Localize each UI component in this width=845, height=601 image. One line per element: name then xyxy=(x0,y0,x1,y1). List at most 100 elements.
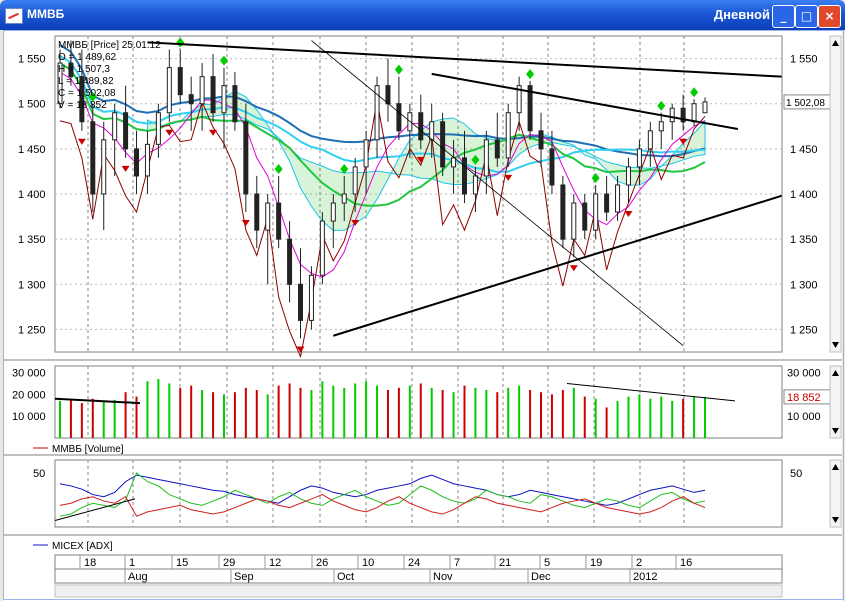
y-tick-label: 1 250 xyxy=(18,324,46,336)
candle-body xyxy=(385,85,391,105)
fractal-up-marker xyxy=(591,172,600,183)
scroll-down-icon[interactable] xyxy=(832,342,839,348)
candle-body xyxy=(221,85,227,114)
vertical-scrollbar xyxy=(829,459,842,528)
channel-trendline xyxy=(311,40,684,346)
candle-body xyxy=(429,121,435,141)
scroll-up-icon[interactable] xyxy=(832,40,839,46)
candle-body xyxy=(527,85,533,132)
x-day-label: 7 xyxy=(454,557,460,569)
fractal-up-marker xyxy=(274,163,283,174)
candle-body xyxy=(177,67,183,96)
candle-body xyxy=(494,139,500,159)
fractal-down-marker xyxy=(77,138,86,145)
last-volume-label: 18 852 xyxy=(787,392,821,404)
close-button[interactable]: × xyxy=(818,5,841,28)
scroll-down-icon[interactable] xyxy=(832,428,839,434)
fractal-down-marker xyxy=(165,129,174,136)
x-day-label: 29 xyxy=(223,557,235,569)
x-month-label: Nov xyxy=(433,571,453,583)
candle-body xyxy=(123,112,129,150)
candle-body xyxy=(166,67,172,114)
candle-body xyxy=(308,274,314,321)
x-month-label: Dec xyxy=(531,571,551,583)
volume-tick-label: 10 000 xyxy=(12,411,46,423)
candle-body xyxy=(669,107,675,123)
chart-app-icon xyxy=(5,8,23,24)
y-tick-label: 1 350 xyxy=(790,234,818,246)
x-day-label: 15 xyxy=(176,557,188,569)
x-day-label: 12 xyxy=(269,557,281,569)
adx-tick-label: 50 xyxy=(790,468,802,480)
candle-body xyxy=(155,112,161,145)
y-tick-label: 1 500 xyxy=(18,99,46,111)
fractal-up-marker xyxy=(657,100,666,111)
candle-body xyxy=(691,103,697,123)
candle-body xyxy=(461,157,467,195)
x-month-label: Oct xyxy=(337,571,354,583)
candle-body xyxy=(68,62,74,78)
scroll-up-icon[interactable] xyxy=(832,370,839,376)
fractal-down-marker xyxy=(569,265,578,272)
price-legend-line: V = 18 852 xyxy=(58,100,107,111)
vertical-scrollbar xyxy=(829,365,842,439)
x-month-label: 2012 xyxy=(633,571,657,583)
moving-average-line xyxy=(59,62,706,207)
candle-body xyxy=(134,148,140,177)
candle-body xyxy=(341,193,347,204)
resistance-trendline xyxy=(147,41,782,78)
y-tick-label: 1 350 xyxy=(18,234,46,246)
candle-body xyxy=(144,143,150,177)
volume-trendline xyxy=(54,397,141,405)
candle-body xyxy=(615,184,621,213)
scroll-up-icon[interactable] xyxy=(832,464,839,470)
candle-body xyxy=(658,121,664,132)
title-bar: ММВБ Дневной _ □ × xyxy=(0,0,845,30)
fractal-down-marker xyxy=(679,138,688,145)
volume-legend-label: ММВБ [Volume] xyxy=(52,444,124,455)
candle-body xyxy=(352,166,358,195)
fractal-up-marker xyxy=(526,69,535,80)
y-tick-label: 1 550 xyxy=(790,54,818,66)
scroll-down-icon[interactable] xyxy=(832,517,839,523)
candle-body xyxy=(232,85,238,123)
horizontal-scrollbar xyxy=(54,584,783,598)
price-legend-line: С = 1 502,08 xyxy=(58,88,116,99)
fractal-up-marker xyxy=(471,154,480,165)
candle-body xyxy=(276,202,282,240)
volume-trendline xyxy=(566,382,736,402)
price-legend-line: О = 1 489,62 xyxy=(58,52,117,63)
volume-tick-label: 30 000 xyxy=(12,368,46,380)
candle-body xyxy=(319,220,325,276)
maximize-button[interactable]: □ xyxy=(795,5,818,28)
candle-body xyxy=(210,76,216,114)
candle-body xyxy=(538,130,544,150)
window-title: ММВБ xyxy=(27,7,65,21)
candle-body xyxy=(440,121,446,168)
last-price-label: 1 502,08 xyxy=(786,98,825,109)
fractal-down-marker xyxy=(416,156,425,163)
candle-body xyxy=(636,148,642,168)
x-day-label: 5 xyxy=(544,557,550,569)
panel-adx xyxy=(54,459,783,528)
candle-body xyxy=(582,202,588,231)
descending-trendline xyxy=(431,72,738,130)
vertical-scrollbar xyxy=(829,35,842,353)
candle-body xyxy=(472,175,478,195)
candle-body xyxy=(549,148,555,186)
x-day-label: 2 xyxy=(636,557,642,569)
candle-body xyxy=(79,76,85,123)
candle-body xyxy=(516,85,522,114)
candle-body xyxy=(254,193,260,231)
candle-body xyxy=(483,139,489,177)
volume-tick-label: 10 000 xyxy=(787,411,821,423)
fractal-down-marker xyxy=(351,220,360,227)
minimize-button[interactable]: _ xyxy=(772,5,795,28)
ichimoku-cloud xyxy=(146,90,706,231)
adx-series-line xyxy=(59,494,706,517)
fractal-up-marker xyxy=(690,87,699,98)
adx-series-line xyxy=(59,472,706,517)
candle-body xyxy=(265,202,271,231)
adx-trendline xyxy=(54,498,136,521)
